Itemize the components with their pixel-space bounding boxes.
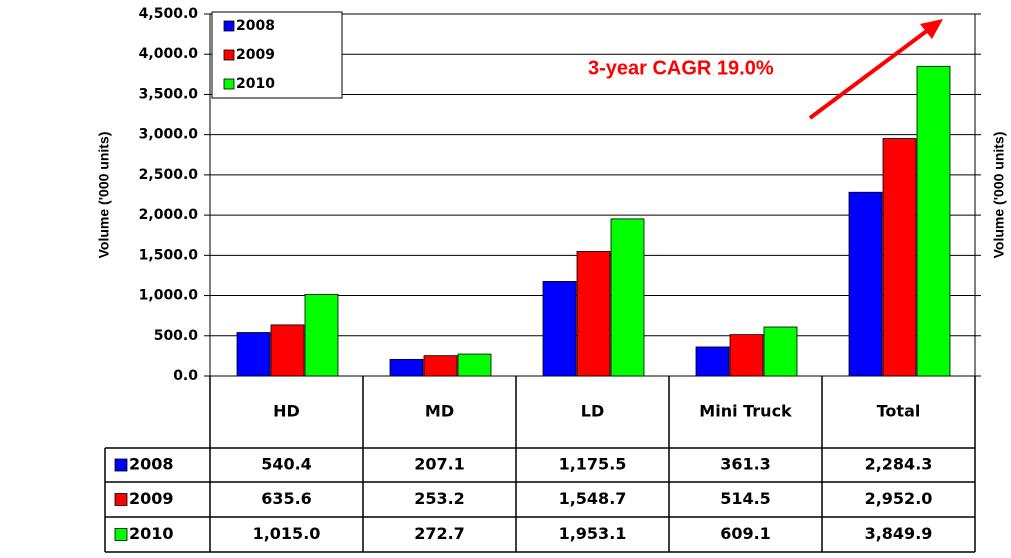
bar xyxy=(848,191,883,377)
x-tick-label: LD xyxy=(581,402,604,421)
x-tick-label: MD xyxy=(425,402,454,421)
table-value: 207.1 xyxy=(414,455,465,474)
bar xyxy=(270,324,305,377)
y-tick-label: 4,000.0 xyxy=(139,46,199,62)
annotation-arrowhead xyxy=(920,19,943,39)
table-value: 635.6 xyxy=(261,489,312,508)
bar xyxy=(763,326,798,377)
bar xyxy=(304,293,339,377)
bar xyxy=(729,334,764,377)
table-value: 1,953.1 xyxy=(559,524,627,543)
y-tick-label: 2,000.0 xyxy=(139,207,199,223)
y-tick-label: 3,500.0 xyxy=(139,86,199,102)
y-tick-label: 1,500.0 xyxy=(139,247,199,263)
legend-swatch xyxy=(223,78,235,90)
legend-swatch xyxy=(223,20,235,32)
legend-label: 2008 xyxy=(236,18,275,34)
y-tick-label: 4,500.0 xyxy=(139,6,199,22)
table-value: 1,548.7 xyxy=(559,489,627,508)
bar xyxy=(389,358,424,377)
bar xyxy=(236,332,271,377)
table-value: 2,284.3 xyxy=(865,455,933,474)
table-value: 272.7 xyxy=(414,524,465,543)
legend-swatch xyxy=(223,49,235,61)
annotation: 3-year CAGR 19.0% xyxy=(588,57,774,79)
table-legend-swatch xyxy=(114,528,128,541)
table-legend-swatch xyxy=(114,493,128,506)
table-value: 1,015.0 xyxy=(253,524,321,543)
table-value: 540.4 xyxy=(261,455,312,474)
legend-label: 2009 xyxy=(236,47,275,63)
bar xyxy=(882,138,917,377)
bar xyxy=(916,65,951,377)
y-axis-label: Volume ('000 units) xyxy=(96,132,112,259)
annotation-arrow xyxy=(808,28,930,120)
bar xyxy=(610,218,645,377)
table-row-label: 2009 xyxy=(129,489,174,508)
x-tick-label: Mini Truck xyxy=(699,402,792,421)
bar xyxy=(423,355,458,377)
table-row-label: 2010 xyxy=(129,524,174,543)
legend-label: 2010 xyxy=(236,76,275,92)
y-tick-label: 1,000.0 xyxy=(139,288,199,304)
bar xyxy=(542,281,577,377)
table-value: 1,175.5 xyxy=(559,455,627,474)
y-tick-label: 0.0 xyxy=(173,368,198,384)
y-tick-label: 3,000.0 xyxy=(139,127,199,143)
y-tick-label: 2,500.0 xyxy=(139,167,199,183)
x-tick-label: HD xyxy=(273,402,300,421)
table-value: 609.1 xyxy=(720,524,771,543)
table-legend-swatch xyxy=(114,458,128,472)
table-value: 514.5 xyxy=(720,489,771,508)
bar xyxy=(457,353,492,377)
table-row-label: 2008 xyxy=(129,455,174,474)
bar xyxy=(576,251,611,377)
bar xyxy=(695,346,730,377)
table-value: 3,849.9 xyxy=(865,524,933,543)
y-tick-label: 500.0 xyxy=(154,328,199,344)
table-value: 361.3 xyxy=(720,455,771,474)
table-value: 253.2 xyxy=(414,489,465,508)
y2-axis-label: Volume ('000 units) xyxy=(991,132,1007,259)
x-tick-label: Total xyxy=(877,402,921,421)
table-value: 2,952.0 xyxy=(865,489,933,508)
